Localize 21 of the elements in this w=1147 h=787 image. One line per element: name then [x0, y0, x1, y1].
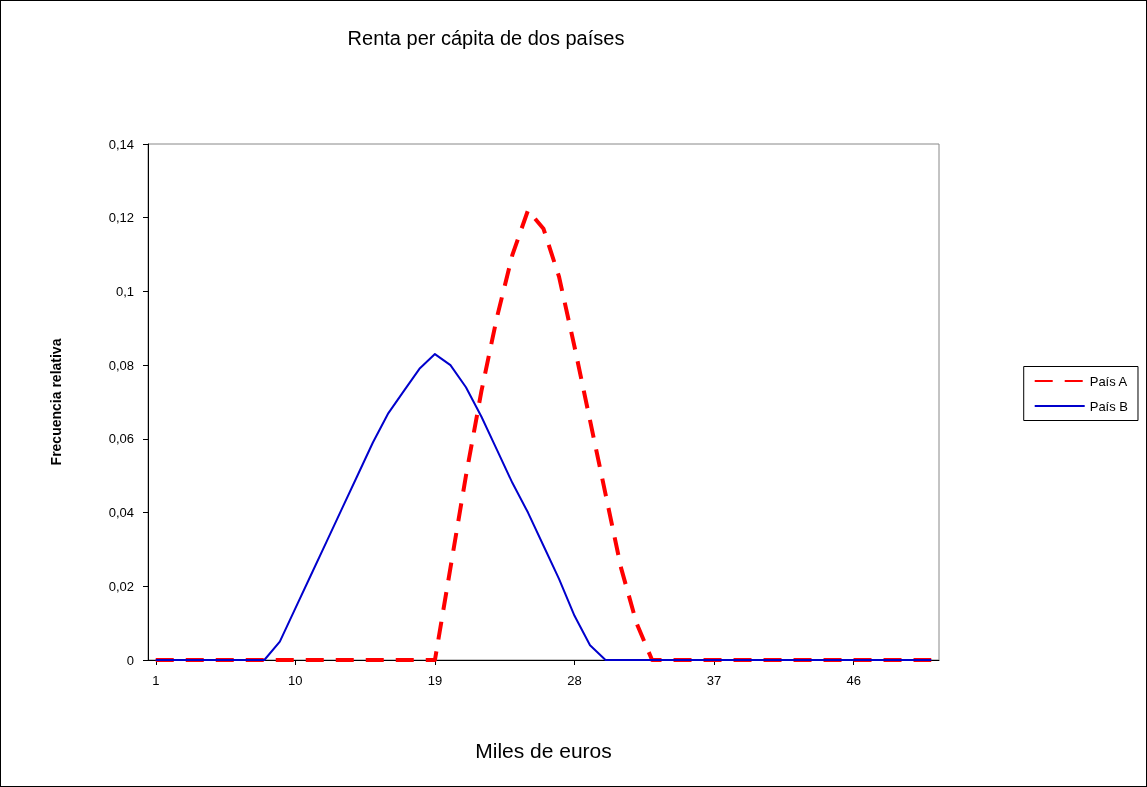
legend-label: País A — [1089, 373, 1128, 389]
chart-title: Renta per cápita de dos países — [347, 27, 625, 49]
y-tick-label: 0,12 — [108, 210, 134, 226]
y-tick-label: 0,1 — [115, 283, 134, 299]
y-tick-label: 0,04 — [108, 505, 134, 521]
y-tick-label: 0,14 — [108, 136, 134, 152]
y-tick-label: 0,08 — [108, 357, 134, 373]
x-tick-label: 19 — [427, 673, 443, 688]
x-tick-label: 46 — [846, 673, 861, 688]
x-tick-label: 37 — [706, 673, 722, 688]
x-tick-label: 1 — [152, 673, 160, 688]
legend-label: País B — [1089, 398, 1128, 414]
line-series — [153, 208, 934, 662]
x-tick-label: 10 — [288, 673, 303, 688]
y-axis-title: Frecuencia relativa — [48, 338, 64, 466]
y-tick-label: 0,02 — [108, 578, 134, 594]
x-axis-title: Miles de euros — [475, 739, 612, 762]
x-tick-label: 28 — [567, 673, 582, 688]
y-tick-label: 0 — [126, 652, 134, 668]
line-series — [154, 353, 933, 661]
y-tick-label: 0,06 — [108, 431, 134, 447]
